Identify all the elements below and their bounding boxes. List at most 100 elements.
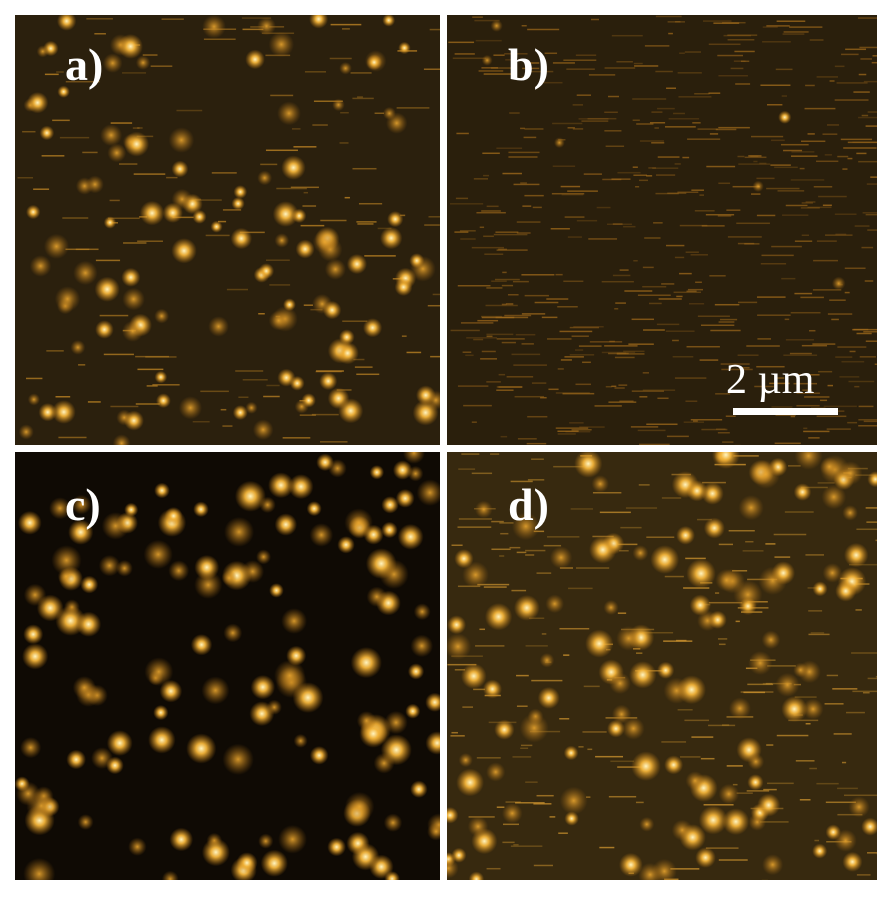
streak xyxy=(837,346,867,348)
streak xyxy=(566,68,595,70)
streak xyxy=(265,259,290,261)
particle xyxy=(162,202,183,223)
streak xyxy=(690,254,708,256)
streak xyxy=(463,404,492,407)
streak xyxy=(578,746,584,748)
streak xyxy=(856,874,871,876)
streak xyxy=(313,100,343,103)
streak xyxy=(799,799,811,801)
particle xyxy=(49,497,72,520)
particle xyxy=(425,692,440,712)
streak xyxy=(783,354,818,356)
streak xyxy=(481,350,496,353)
streak xyxy=(649,302,662,305)
streak xyxy=(576,94,591,96)
particle xyxy=(301,393,316,408)
particle xyxy=(381,496,399,514)
streak xyxy=(733,60,746,62)
streak xyxy=(751,193,761,195)
particle xyxy=(201,676,230,705)
particle xyxy=(494,719,515,740)
particle xyxy=(622,717,645,740)
streak xyxy=(805,554,824,556)
streak xyxy=(638,484,650,486)
streak xyxy=(521,76,530,79)
particle xyxy=(822,563,843,583)
streak xyxy=(176,109,203,112)
streak xyxy=(459,230,476,232)
streak xyxy=(761,254,794,257)
particle xyxy=(164,506,183,525)
streak xyxy=(799,167,805,170)
streak xyxy=(818,195,847,198)
particle xyxy=(380,734,412,766)
streak xyxy=(546,536,580,538)
streak xyxy=(560,185,581,188)
particle xyxy=(337,536,355,554)
particle xyxy=(738,495,764,521)
streak xyxy=(837,813,863,816)
streak xyxy=(538,81,563,84)
particle xyxy=(154,370,168,384)
streak xyxy=(524,128,544,130)
streak xyxy=(840,138,873,141)
particle xyxy=(748,651,773,676)
streak xyxy=(651,142,665,144)
streak xyxy=(56,71,64,73)
particle xyxy=(703,517,725,539)
particle xyxy=(835,580,857,602)
streak xyxy=(465,354,474,357)
particle xyxy=(268,472,294,499)
scale-bar xyxy=(733,408,838,415)
streak xyxy=(46,350,64,352)
streak xyxy=(859,356,876,358)
particle xyxy=(722,808,750,836)
streak xyxy=(694,93,710,95)
streak xyxy=(633,174,647,176)
streak xyxy=(103,353,134,356)
particle xyxy=(236,852,258,874)
streak xyxy=(705,213,735,216)
streak xyxy=(783,149,803,152)
particle xyxy=(629,661,657,689)
streak xyxy=(612,223,623,225)
streak xyxy=(567,127,575,129)
streak xyxy=(304,71,327,73)
streak xyxy=(357,223,374,225)
streak xyxy=(620,526,642,529)
particle xyxy=(201,838,230,867)
particle xyxy=(210,220,223,233)
streak xyxy=(82,151,98,154)
streak xyxy=(646,175,653,177)
streak xyxy=(851,652,877,654)
streak xyxy=(757,314,791,316)
streak xyxy=(746,790,770,792)
streak xyxy=(570,508,593,510)
streak xyxy=(122,72,147,74)
streak xyxy=(293,146,317,148)
streak xyxy=(766,187,800,190)
streak xyxy=(571,335,589,337)
streak xyxy=(342,28,350,30)
streak xyxy=(520,747,529,750)
streak xyxy=(611,385,617,388)
streak xyxy=(500,532,509,535)
streak xyxy=(863,420,877,423)
streak xyxy=(527,479,545,481)
streak xyxy=(816,76,839,78)
streak xyxy=(760,821,789,823)
streak xyxy=(776,734,809,737)
particle xyxy=(56,15,77,31)
streak xyxy=(472,16,483,18)
streak xyxy=(708,43,741,46)
streak xyxy=(804,107,836,110)
streak xyxy=(618,384,628,386)
particle xyxy=(143,539,173,570)
particle xyxy=(356,711,377,731)
streak xyxy=(855,609,862,611)
streak xyxy=(543,544,562,547)
streak xyxy=(526,442,547,445)
particle xyxy=(380,226,403,250)
streak xyxy=(374,112,385,115)
streak xyxy=(774,166,798,169)
